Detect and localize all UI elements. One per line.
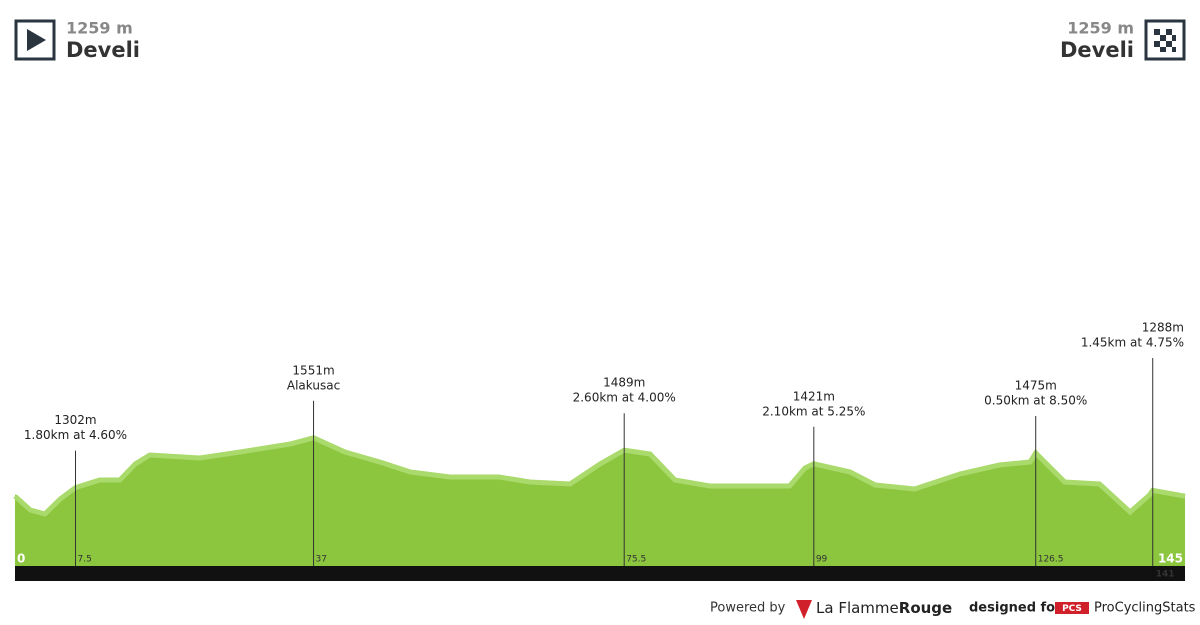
x-tick-label: 0: [17, 552, 25, 566]
km-flag: [1152, 567, 1177, 580]
climb-km: 7.5: [78, 555, 92, 565]
lfr-logo: [796, 600, 812, 619]
start-name: Develi: [66, 38, 140, 62]
profile-area: [15, 435, 1185, 566]
climb-description: 2.60km at 4.00%: [573, 391, 676, 405]
start-altitude: 1259 m: [66, 19, 133, 38]
x-tick-label: 145: [1158, 552, 1183, 566]
climb-altitude: 1551m: [292, 363, 334, 377]
pcs-logo: [1055, 602, 1089, 614]
climb-km: 126.5: [1038, 555, 1064, 565]
climb-description: 1.45km at 4.75%: [1081, 336, 1184, 350]
climb-altitude: 1302m: [54, 413, 96, 427]
climb-km: 99: [816, 555, 828, 565]
pcs: PCS: [1062, 604, 1082, 614]
climb-km: 75.5: [626, 555, 646, 565]
site: ProCyclingStats: [1094, 601, 1196, 616]
climb-description: 2.10km at 5.25%: [762, 404, 865, 418]
start-icon: [14, 19, 56, 61]
climb-description: 0.50km at 8.50%: [984, 394, 1087, 408]
finish-altitude: 1259 m: [1067, 19, 1134, 38]
finish-name: Develi: [1060, 38, 1134, 62]
powered-by: Powered by: [710, 601, 786, 616]
climb-altitude: 1421m: [793, 389, 835, 403]
climb-altitude: 1489m: [603, 376, 645, 390]
climb-altitude: 1475m: [1015, 379, 1057, 393]
climb-km: 37: [316, 555, 327, 565]
brand: La FlammeRouge: [816, 599, 952, 617]
brand-2: Rouge: [899, 599, 952, 617]
climb-km: 141: [1156, 570, 1175, 580]
finish-flag: [1154, 29, 1176, 52]
start-arrow: [27, 29, 46, 51]
brand-1: La Flamme: [816, 599, 899, 617]
profile-ridge: [13, 435, 1186, 517]
km-bar: [15, 566, 1185, 581]
designed-for: designed for: [969, 601, 1062, 616]
footer: Powered by La FlammeRouge designed for P…: [710, 599, 1196, 619]
climb-description: Alakusac: [287, 378, 340, 392]
climb-altitude: 1288m: [1142, 321, 1184, 335]
finish-icon: [1144, 19, 1186, 61]
climb-description: 1.80km at 4.60%: [24, 428, 127, 442]
